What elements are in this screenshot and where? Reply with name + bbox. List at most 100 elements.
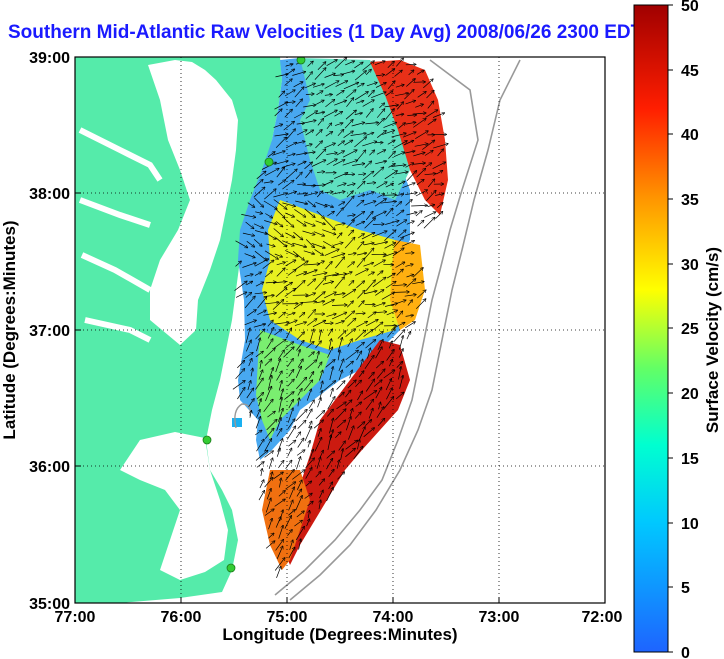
velocity-vector	[256, 338, 261, 352]
velocity-vector	[345, 361, 353, 368]
velocity-vector	[303, 221, 315, 226]
velocity-vector	[312, 84, 324, 88]
velocity-vector	[394, 70, 403, 77]
velocity-vector	[260, 361, 262, 369]
velocity-vector	[274, 330, 281, 336]
velocity-vector	[332, 274, 346, 277]
velocity-vector	[276, 168, 285, 178]
velocity-vector	[293, 231, 303, 240]
velocity-vector	[265, 282, 276, 283]
velocity-vector	[314, 249, 324, 255]
velocity-vector	[355, 402, 362, 407]
velocity-vector	[356, 351, 362, 361]
velocity-vector	[287, 379, 294, 387]
velocity-vector	[246, 241, 255, 247]
velocity-vector	[398, 349, 403, 358]
velocity-vector	[315, 411, 325, 420]
velocity-vector	[357, 391, 362, 401]
velocity-vector	[293, 82, 303, 88]
velocity-vector	[365, 192, 374, 196]
velocity-vector	[345, 390, 350, 398]
velocity-vector	[289, 540, 293, 550]
velocity-vector	[275, 517, 281, 528]
velocity-vector	[307, 310, 316, 319]
colorbar-tick-label: 15	[681, 451, 699, 468]
velocity-vector	[375, 387, 382, 399]
velocity-vector	[267, 320, 273, 327]
velocity-vector	[317, 352, 319, 359]
velocity-vector	[411, 205, 427, 206]
velocity-vector	[364, 161, 372, 168]
velocity-vector	[363, 391, 377, 400]
colorbar-tick-label: 20	[681, 386, 699, 403]
velocity-vector	[336, 233, 342, 239]
velocity-vector	[284, 90, 295, 97]
velocity-vector	[349, 409, 353, 417]
velocity-vector	[276, 418, 281, 431]
velocity-vector	[278, 491, 285, 497]
velocity-vector	[342, 150, 357, 158]
velocity-vector	[279, 478, 281, 488]
velocity-vector	[304, 162, 313, 170]
velocity-vector	[385, 184, 393, 188]
velocity-vector	[346, 301, 353, 308]
velocity-vector	[347, 253, 356, 255]
velocity-vector	[408, 70, 414, 76]
velocity-vector	[347, 184, 355, 186]
velocity-vector	[364, 356, 374, 369]
velocity-vector	[324, 181, 333, 186]
velocity-vector	[388, 151, 395, 159]
velocity-vector	[253, 187, 265, 198]
velocity-vector	[347, 339, 353, 347]
velocity-vector	[264, 250, 278, 259]
velocity-vector	[275, 288, 287, 298]
velocity-vector	[307, 279, 315, 287]
velocity-vector	[406, 275, 414, 278]
velocity-vector	[329, 367, 333, 381]
velocity-vector	[374, 199, 386, 207]
velocity-vector	[247, 202, 255, 208]
velocity-vector	[386, 273, 395, 279]
velocity-vector	[375, 347, 382, 359]
velocity-vector	[297, 421, 306, 429]
velocity-vector	[333, 75, 343, 76]
velocity-vector	[337, 331, 346, 339]
velocity-vector	[277, 180, 285, 186]
velocity-vector	[334, 112, 343, 117]
velocity-vector	[382, 252, 397, 258]
velocity-vector	[401, 241, 414, 247]
velocity-vector	[254, 250, 267, 260]
velocity-vector	[395, 392, 404, 400]
velocity-vector	[388, 341, 392, 349]
velocity-vector	[337, 472, 345, 480]
velocity-vector	[363, 201, 376, 206]
velocity-vector	[234, 281, 247, 291]
velocity-vector	[395, 85, 404, 88]
velocity-vector	[414, 144, 428, 147]
velocity-vector	[297, 438, 304, 448]
velocity-vector	[263, 182, 273, 184]
velocity-vector	[305, 130, 314, 136]
velocity-vector	[326, 153, 337, 155]
velocity-vector	[295, 172, 302, 180]
velocity-vector	[393, 330, 405, 342]
velocity-vector	[298, 313, 304, 318]
velocity-vector	[256, 439, 264, 452]
velocity-vector	[322, 229, 335, 235]
velocity-vector	[296, 480, 302, 490]
velocity-vector	[274, 102, 288, 110]
velocity-vector	[432, 113, 444, 118]
bathymetry-contour-2	[289, 59, 521, 601]
colorbar-tick-label: 25	[681, 321, 699, 338]
velocity-vector	[285, 129, 295, 140]
velocity-vector	[255, 451, 268, 461]
velocity-vector	[258, 399, 262, 407]
velocity-vector	[425, 110, 438, 118]
velocity-vector	[246, 310, 256, 317]
velocity-vector	[245, 328, 250, 344]
velocity-vector	[259, 480, 264, 489]
velocity-vector	[295, 410, 307, 422]
velocity-vector	[303, 380, 313, 392]
velocity-vector	[316, 210, 324, 218]
velocity-vector	[309, 329, 314, 343]
